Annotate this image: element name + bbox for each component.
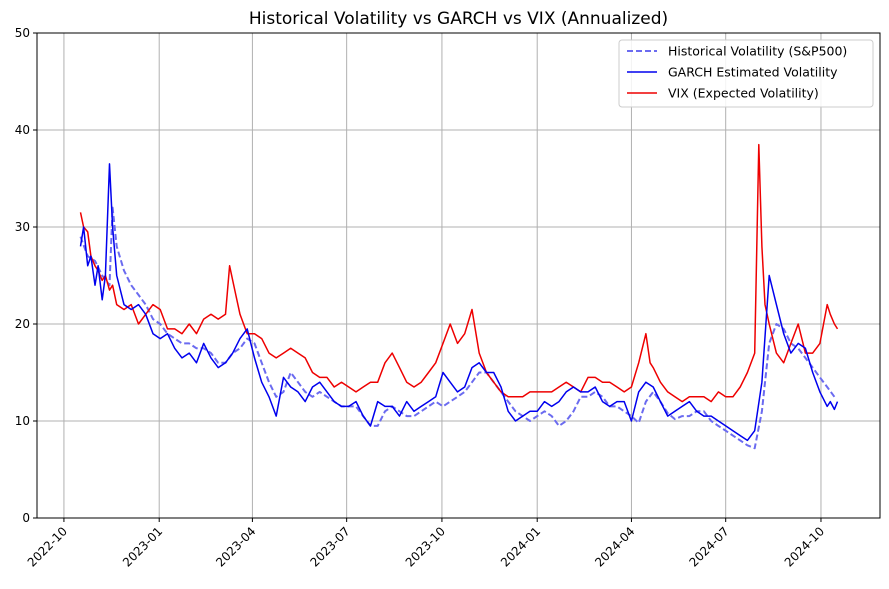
legend-label: Historical Volatility (S&P500) [668,44,847,59]
x-tick-label: 2024-04 [592,524,637,569]
legend-box [618,39,874,108]
y-tick-label: 0 [22,511,30,525]
x-tick-label: 2023-04 [213,524,258,569]
chart-title: Historical Volatility vs GARCH vs VIX (A… [249,9,668,29]
legend: Historical Volatility (S&P500) GARCH Esti… [618,39,874,108]
x-tick-label: 2023-01 [120,524,165,569]
y-tick-label: 20 [15,317,30,331]
series-line-historical-volatility [79,206,836,450]
legend-label: GARCH Estimated Volatility [668,65,838,80]
x-tick-label: 2024-10 [782,524,827,569]
series-line-garch-volatility [79,163,839,442]
series-line-vix [79,143,839,403]
x-tick-label: 2022-10 [25,524,70,569]
legend-label: VIX (Expected Volatility) [668,86,819,101]
y-tick-label: 40 [15,123,30,137]
x-tick-label: 2023-10 [403,524,448,569]
y-tick-label: 10 [15,414,30,428]
x-tick-label: 2024-01 [498,524,543,569]
series-lines [79,143,839,450]
y-tick-label: 50 [15,26,30,40]
axis-ticks: 2022-10 2023-01 2023-04 2023-07 2023-10 2024-… [15,26,827,570]
x-tick-label: 2023-07 [307,524,352,569]
plot-area-frame [36,32,881,519]
x-tick-label: 2024-07 [686,524,731,569]
y-tick-label: 30 [15,220,30,234]
